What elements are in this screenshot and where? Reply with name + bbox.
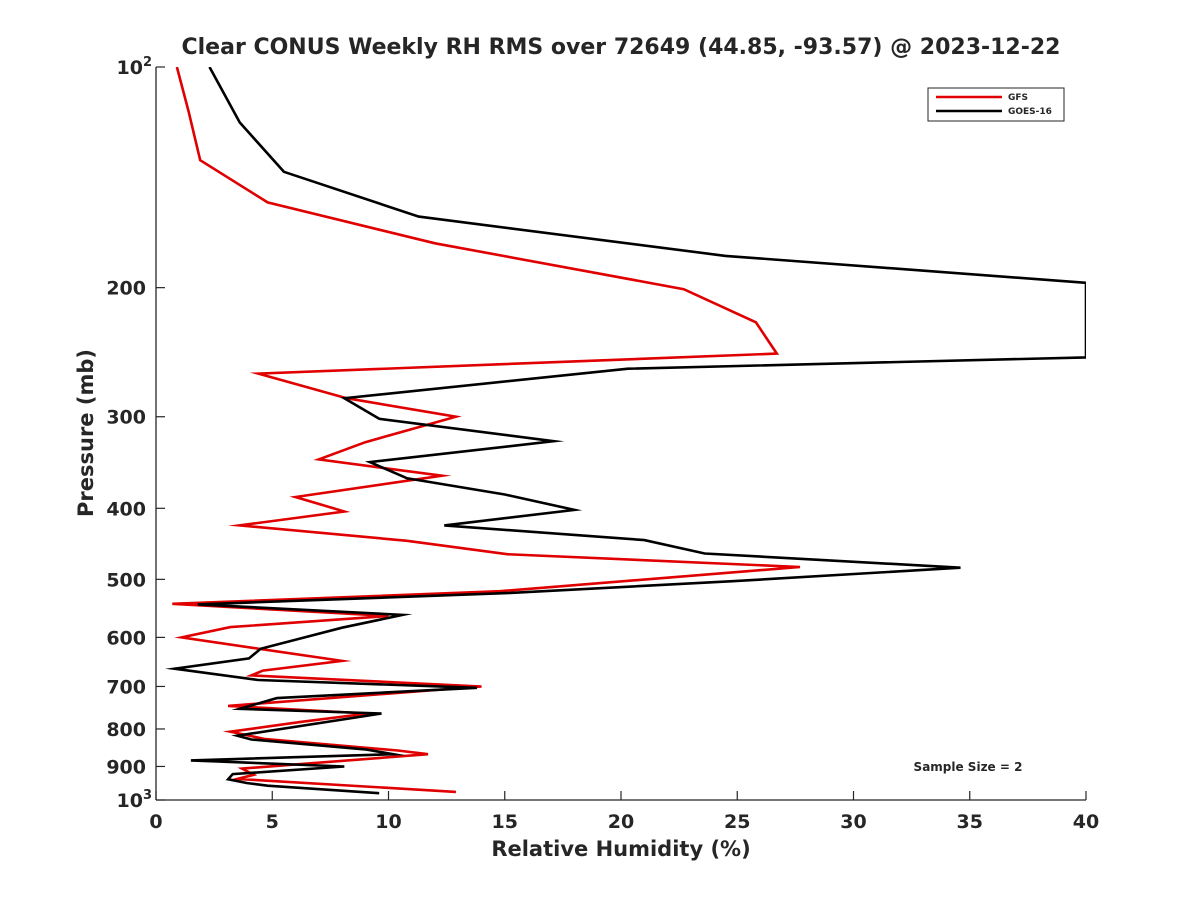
x-ticks: 0 5 10 15 20 25 30 35 40 xyxy=(149,791,1099,833)
y-tick-label: 400 xyxy=(106,498,146,520)
x-tick-label: 25 xyxy=(724,811,750,833)
y-tick-label: 900 xyxy=(106,756,146,778)
y-tick-label: 700 xyxy=(106,676,146,698)
x-tick-label: 30 xyxy=(840,811,866,833)
x-axis-label: Relative Humidity (%) xyxy=(491,837,750,861)
y-tick-label: 102 xyxy=(117,55,153,79)
y-tick-label: 103 xyxy=(117,788,153,812)
y-ticks: 102 200 300 400 500 600 700 800 900 103 xyxy=(106,55,165,812)
legend-label-gfs: GFS xyxy=(1008,93,1028,103)
x-tick-label: 35 xyxy=(957,811,983,833)
x-tick-label: 15 xyxy=(492,811,518,833)
x-tick-label: 10 xyxy=(375,811,401,833)
y-tick-label: 600 xyxy=(106,627,146,649)
legend-box xyxy=(927,87,1065,122)
y-tick-label: 500 xyxy=(106,569,146,591)
y-tick-label: 200 xyxy=(106,278,146,300)
x-tick-label: 20 xyxy=(608,811,634,833)
series-layer xyxy=(165,67,1086,795)
y-tick-label: 300 xyxy=(106,407,146,429)
legend-label-goes16: GOES-16 xyxy=(1008,107,1052,117)
x-tick-label: 40 xyxy=(1073,811,1099,833)
chart-title: Clear CONUS Weekly RH RMS over 72649 (44… xyxy=(182,35,1061,60)
x-tick-label: 5 xyxy=(266,811,279,833)
x-tick-label: 0 xyxy=(149,811,162,833)
y-axis-label: Pressure (mb) xyxy=(74,349,98,517)
y-tick-label: 800 xyxy=(106,719,146,741)
series-line-goes16 xyxy=(165,67,1086,795)
legend: GFS GOES-16 xyxy=(927,87,1065,122)
sample-size-annotation: Sample Size = 2 xyxy=(914,760,1023,774)
